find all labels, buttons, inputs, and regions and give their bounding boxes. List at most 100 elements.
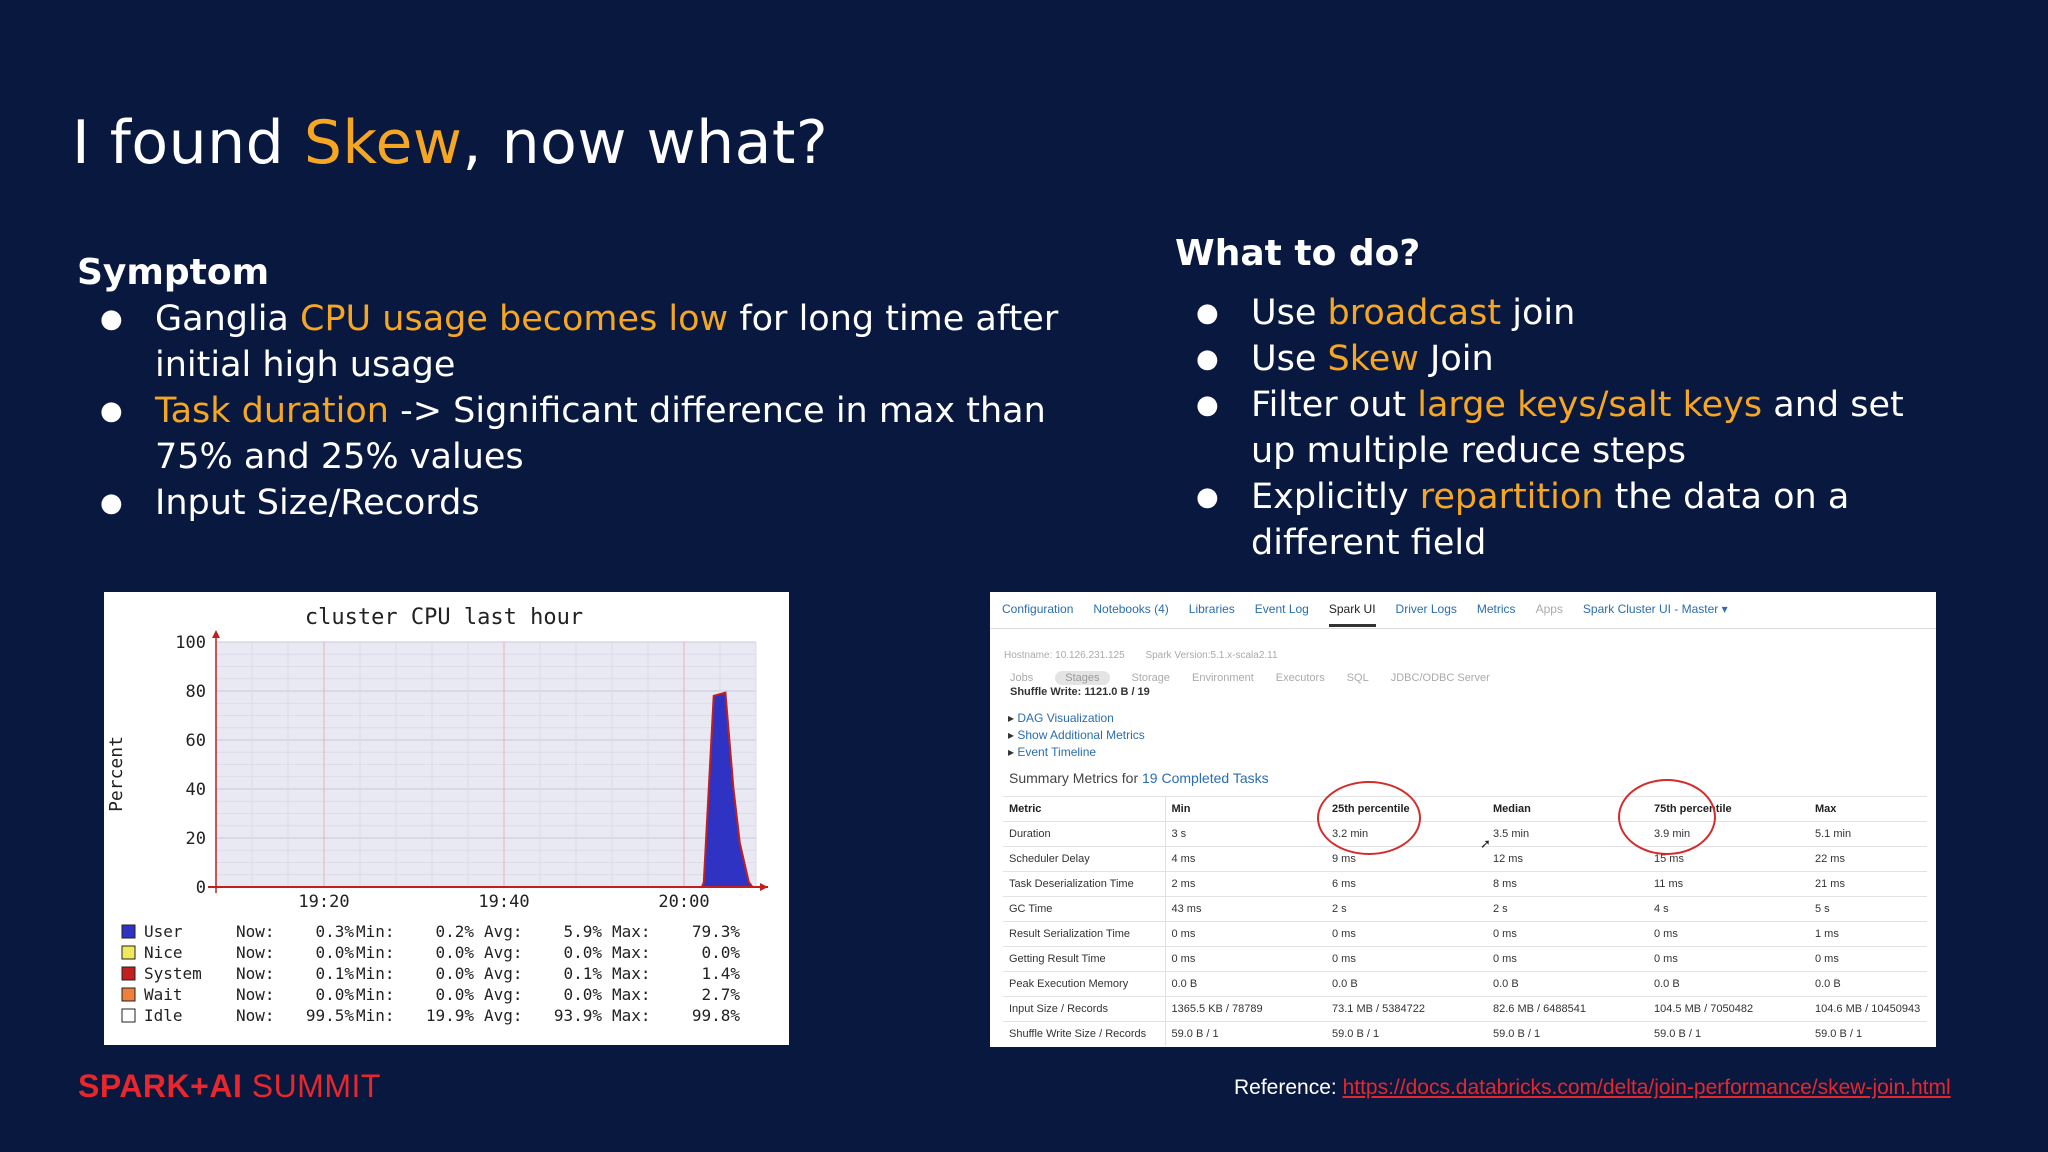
completed-tasks-link[interactable]: 19 Completed Tasks — [1142, 770, 1269, 786]
table-cell: 82.6 MB / 6488541 — [1487, 996, 1648, 1022]
y-axis-arrow-icon — [212, 630, 220, 638]
table-cell: 104.6 MB / 10450943 — [1809, 996, 1927, 1022]
dag-visualization-link[interactable]: DAG Visualization — [1008, 710, 1145, 727]
table-cell: 0 ms — [1648, 921, 1809, 947]
tab-spark-cluster-ui-master[interactable]: Spark Cluster UI - Master ▾ — [1582, 602, 1728, 616]
legend-value: Avg: — [484, 922, 523, 941]
legend-value: Max: — [612, 943, 651, 962]
subtab-jobs[interactable]: Jobs — [1010, 672, 1034, 684]
table-cell: 8 ms — [1487, 871, 1648, 897]
subtab-jdbc-odbc-server[interactable]: JDBC/ODBC Server — [1390, 672, 1490, 684]
todo-text: up multiple reduce steps — [1251, 431, 1686, 471]
tab-spark-ui[interactable]: Spark UI — [1328, 602, 1376, 627]
subtab-sql[interactable]: SQL — [1346, 672, 1369, 684]
version-text: Spark Version:5.1.x-scala2.11 — [1145, 650, 1278, 661]
table-cell: 0 ms — [1165, 946, 1326, 972]
table-cell: 2 ms — [1165, 871, 1326, 897]
todo-text: different field — [1251, 523, 1487, 563]
column-header: Max — [1809, 796, 1927, 822]
legend-value: 19.9% — [426, 1006, 475, 1025]
legend-value: 0.1% — [563, 964, 602, 983]
y-tick-label: 40 — [186, 780, 206, 800]
table-header-row: Metric Min 25th percentile Median 75th perce… — [1003, 796, 1927, 822]
table-cell: 59.0 B / 1 — [1809, 1021, 1927, 1046]
legend-swatch — [121, 945, 136, 960]
symptom-text: for long time after — [728, 299, 1059, 339]
table-cell: 0 ms — [1648, 946, 1809, 972]
legend-value: 0.0% — [701, 943, 740, 962]
table-cell: 0 ms — [1326, 921, 1487, 947]
summary-text: Summary Metrics for — [1009, 770, 1143, 786]
table-cell: 0.0 B — [1648, 971, 1809, 997]
y-tick-label: 0 — [196, 878, 206, 898]
table-cell: 1365.5 KB / 78789 — [1165, 996, 1326, 1022]
table-cell: GC Time — [1003, 896, 1166, 922]
table-cell: Result Serialization Time — [1003, 921, 1166, 947]
table-row: Result Serialization Time 0 ms 0 ms 0 ms 0 m… — [1003, 921, 1927, 947]
x-tick-label: 19:40 — [478, 892, 529, 912]
table-cell: 0.0 B — [1326, 971, 1487, 997]
table-cell: 5.1 min — [1809, 821, 1927, 847]
legend-value: Now: — [236, 985, 275, 1004]
legend-value: Min: — [356, 1006, 395, 1025]
subtab-executors[interactable]: Executors — [1275, 672, 1325, 684]
legend-value: Min: — [356, 985, 395, 1004]
column-header: Min — [1165, 796, 1326, 822]
legend-value: 0.0% — [563, 943, 602, 962]
subtab-storage[interactable]: Storage — [1131, 672, 1171, 684]
table-cell: 0 ms — [1487, 921, 1648, 947]
shuffle-write-line: Shuffle Write: 1121.0 B / 19 — [1010, 686, 1150, 698]
symptom-bullet-input: Input Size/Records — [100, 480, 1058, 526]
tabs-divider — [990, 628, 1936, 629]
ganglia-cpu-chart: cluster CPU last hour Percent 0 20 40 60 80 1… — [104, 592, 789, 1045]
legend-value: Avg: — [484, 985, 523, 1004]
table-cell: 59.0 B / 1 — [1165, 1021, 1326, 1046]
mouse-cursor-icon: ➚ — [1480, 836, 1491, 851]
tab-metrics[interactable]: Metrics — [1476, 602, 1516, 616]
stage-links: DAG Visualization Show Additional Metric… — [1008, 710, 1145, 761]
tab-configuration[interactable]: Configuration — [1002, 602, 1074, 616]
todo-list: Use broadcast join Use Skew Join Filter … — [1196, 290, 1904, 566]
subtab-stages[interactable]: Stages — [1055, 671, 1110, 685]
tab-event-log[interactable]: Event Log — [1254, 602, 1309, 616]
tab-driver-logs[interactable]: Driver Logs — [1395, 602, 1457, 616]
tab-apps[interactable]: Apps — [1535, 602, 1563, 616]
table-cell: 0.0 B — [1487, 971, 1648, 997]
chart-title: cluster CPU last hour — [305, 605, 583, 630]
chart-legend: User Now: 0.3% Min: 0.2% Avg: 5.9% Max: 79.3%Nic… — [121, 922, 740, 1025]
table-cell: Peak Execution Memory — [1003, 971, 1166, 997]
todo-text: Use — [1251, 293, 1328, 333]
x-tick-label: 19:20 — [298, 892, 349, 912]
y-ticks: 0 20 40 60 80 100 — [175, 633, 206, 898]
subtab-environment[interactable]: Environment — [1192, 672, 1254, 684]
legend-value: Now: — [236, 964, 275, 983]
title-suffix: , now what? — [462, 108, 829, 178]
table-cell: 11 ms — [1648, 871, 1809, 897]
y-tick-label: 20 — [186, 829, 206, 849]
logo-text: SUMMIT — [242, 1068, 381, 1104]
y-tick-label: 100 — [175, 633, 206, 653]
legend-series-name: Nice — [144, 943, 183, 962]
legend-value: Avg: — [484, 964, 523, 983]
hostname-text: Hostname: 10.126.231.125 — [1004, 650, 1125, 661]
show-additional-metrics-link[interactable]: Show Additional Metrics — [1008, 727, 1144, 744]
todo-heading: What to do? — [1175, 233, 1421, 274]
table-cell: 21 ms — [1809, 871, 1927, 897]
todo-highlight: Skew — [1327, 339, 1419, 379]
table-cell: 0.0 B — [1165, 971, 1326, 997]
symptom-bullet-duration: Task duration -> Significant difference … — [100, 388, 1058, 480]
legend-value: 0.0% — [435, 964, 474, 983]
table-cell: Scheduler Delay — [1003, 846, 1166, 872]
table-cell: 5 s — [1809, 896, 1927, 922]
todo-bullet-filter: Filter out large keys/salt keys and set … — [1196, 382, 1904, 474]
annotation-circle-max — [1618, 779, 1716, 855]
reference-link[interactable]: https://docs.databricks.com/delta/join-p… — [1342, 1076, 1951, 1099]
tab-notebooks-4[interactable]: Notebooks (4) — [1093, 602, 1169, 616]
tab-libraries[interactable]: Libraries — [1188, 602, 1235, 616]
event-timeline-link[interactable]: Event Timeline — [1008, 744, 1145, 761]
legend-value: 0.0% — [435, 985, 474, 1004]
legend-value: Now: — [236, 1006, 275, 1025]
todo-text: Join — [1418, 339, 1494, 379]
spark-subtabs: Jobs Stages Storage Environment Executors SQL… — [1010, 671, 1512, 685]
